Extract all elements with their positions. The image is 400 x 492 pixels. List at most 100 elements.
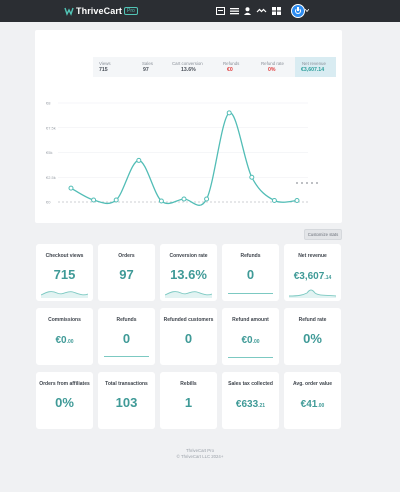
kpi-value: 0% <box>268 67 276 73</box>
metric-card[interactable]: Net revenue €3,607.14 <box>284 244 341 301</box>
metric-card[interactable]: Conversion rate 13.6% <box>160 244 217 301</box>
data-point <box>271 198 277 204</box>
kpi-views[interactable]: Views 715 <box>93 57 134 77</box>
kpi-refund-rate[interactable]: Refund rate 0% <box>257 57 295 77</box>
top-navbar: ThriveCart Pro <box>0 0 400 22</box>
metric-card[interactable]: Refunded customers 0 <box>160 308 217 365</box>
kpi-value: €3,607.14 <box>301 67 325 73</box>
y-tick-label: €2.5k <box>46 175 56 180</box>
metric-value: €633.21 <box>222 395 279 410</box>
y-tick-label: €8 <box>46 101 51 106</box>
data-point <box>249 174 255 180</box>
data-point <box>113 197 119 203</box>
data-point <box>136 157 142 163</box>
y-tick-label: €0 <box>46 200 51 205</box>
metric-value-decimals: .14 <box>324 275 332 281</box>
metric-title: Orders <box>118 253 135 259</box>
kpi-value: 13.6% <box>181 67 196 73</box>
metric-value: 0 <box>122 331 131 346</box>
chevron-down-icon[interactable] <box>305 9 309 12</box>
metric-title: Net revenue <box>298 253 327 259</box>
affiliate-icon[interactable] <box>256 7 267 15</box>
metric-card[interactable]: Checkout views 715 <box>36 244 93 301</box>
metric-title: Commissions <box>48 317 81 323</box>
metric-value: 97 <box>119 267 134 282</box>
metric-sparkline <box>165 291 212 298</box>
kpi-strip: Views 715 Sales 97 Cart conversion 13.6%… <box>93 57 336 77</box>
data-point <box>68 185 74 191</box>
kpi-net-revenue[interactable]: Net revenue €3,607.14 <box>295 57 336 77</box>
kpi-label: Views <box>99 61 111 66</box>
kpi-cart-conversion[interactable]: Cart conversion 13.6% <box>172 57 217 77</box>
data-point <box>294 198 300 204</box>
metric-card[interactable]: Commissions €0.00 <box>36 308 93 365</box>
data-point <box>91 197 97 203</box>
y-tick-label: €7.5k <box>46 125 56 130</box>
kpi-sales[interactable]: Sales 97 <box>134 57 172 77</box>
metric-value-decimals: .00 <box>317 403 325 409</box>
metric-value: €41.00 <box>284 395 341 410</box>
metric-value-main: €633 <box>235 399 259 410</box>
logo-badge: Pro <box>124 7 138 15</box>
kpi-refunds[interactable]: Refunds €0 <box>217 57 257 77</box>
metric-card[interactable]: Sales tax collected €633.21 <box>222 372 279 429</box>
power-icon <box>295 8 301 14</box>
kpi-value: €0 <box>227 67 233 73</box>
metric-value-main: €3,607 <box>293 271 325 282</box>
metric-title: Refund rate <box>298 317 327 323</box>
kpi-label: Net revenue <box>302 61 326 66</box>
thrivecart-logo[interactable]: ThriveCart Pro <box>64 5 138 17</box>
metric-card[interactable]: Rebills 1 <box>160 372 217 429</box>
logo-text: ThriveCart <box>76 6 123 16</box>
metric-title: Refunds <box>240 253 261 259</box>
kpi-label: Cart conversion <box>172 61 203 66</box>
metric-card[interactable]: Refund amount €0.00 <box>222 308 279 365</box>
series-line <box>70 112 298 206</box>
kpi-label: Refund rate <box>261 61 284 66</box>
metric-value: 0 <box>246 267 255 282</box>
metric-title: Refunded customers <box>163 317 214 323</box>
metric-title: Sales tax collected <box>228 381 273 387</box>
metric-sparkline <box>104 356 149 357</box>
metric-value: 103 <box>115 395 138 410</box>
metric-value: €3,607.14 <box>284 267 341 282</box>
data-point <box>226 110 232 116</box>
metric-value: €0.00 <box>36 331 93 346</box>
metric-title: Conversion rate <box>169 253 208 259</box>
customize-stats-button[interactable]: Customize stats <box>304 229 342 240</box>
metric-title: Orders from affiliates <box>39 381 90 387</box>
revenue-line-chart: €8 €7.5k €5k €2.5k €0 <box>46 101 320 206</box>
metric-card[interactable]: Orders 97 <box>98 244 155 301</box>
metric-card[interactable]: Orders from affiliates 0% <box>36 372 93 429</box>
metric-sparkline <box>41 291 88 298</box>
grid-icon[interactable] <box>272 7 281 15</box>
metric-title: Total transactions <box>105 381 148 387</box>
kpi-value: 715 <box>99 67 108 73</box>
metric-card[interactable]: Refunds 0 <box>222 244 279 301</box>
metric-title: Refund amount <box>232 317 269 323</box>
footer-copyright: © ThriveCart LLC 2024+ <box>176 454 224 459</box>
metric-title: Rebills <box>180 381 197 387</box>
data-point <box>158 198 164 204</box>
account-menu-button[interactable] <box>291 4 305 18</box>
kpi-label: Sales <box>142 61 153 66</box>
dashboard-icon[interactable] <box>216 7 225 15</box>
bars-icon[interactable] <box>230 7 239 15</box>
metric-value-main: €0 <box>55 335 67 346</box>
user-icon[interactable] <box>243 7 252 15</box>
metric-value: 0% <box>55 395 74 410</box>
metric-value-main: €41 <box>300 399 318 410</box>
metric-value: 1 <box>184 395 193 410</box>
metric-card[interactable]: Refunds 0 <box>98 308 155 365</box>
metric-value-decimals: .00 <box>66 339 74 345</box>
data-point <box>204 196 210 202</box>
kpi-value: 97 <box>143 67 149 73</box>
metric-sparkline <box>289 289 336 298</box>
metric-value: 715 <box>53 267 76 282</box>
metric-value: 13.6% <box>170 267 207 282</box>
metric-card[interactable]: Avg. order value €41.00 <box>284 372 341 429</box>
kpi-label: Refunds <box>223 61 240 66</box>
metric-card[interactable]: Total transactions 103 <box>98 372 155 429</box>
metric-card[interactable]: Refund rate 0% <box>284 308 341 365</box>
metric-sparkline <box>228 293 273 294</box>
